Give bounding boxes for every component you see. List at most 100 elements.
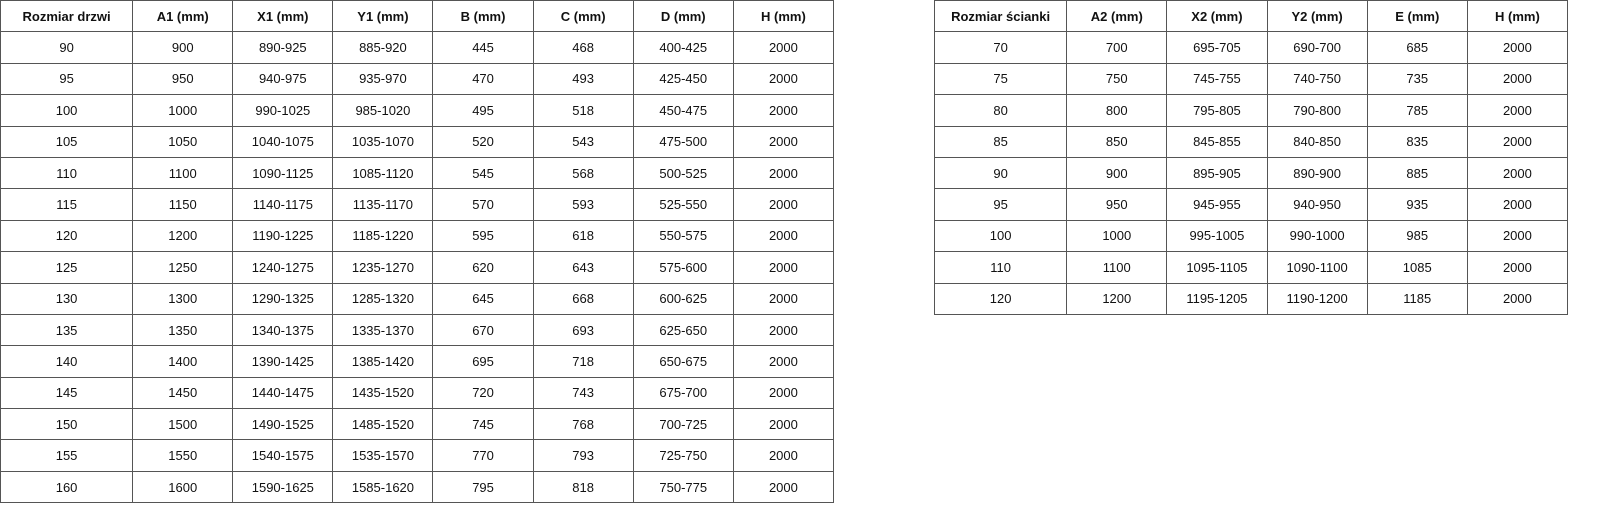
table-cell: 1235-1270	[332, 251, 434, 284]
table-cell: 1490-1525	[232, 408, 334, 441]
column-header: A1 (mm)	[132, 0, 234, 33]
table-cell: 160	[0, 470, 134, 504]
table-cell: 135	[0, 313, 134, 347]
table-cell: 990-1000	[1266, 219, 1368, 253]
wall-size-table: Rozmiar ścianki A2 (mm) X2 (mm) Y2 (mm) E (m…	[933, 0, 1569, 315]
table-cell: 475-500	[632, 125, 734, 158]
table-cell: 1140-1175	[232, 188, 334, 221]
table-row: 70 700 695-705 690-700 685 2000	[933, 31, 1569, 64]
table-row: 140 1400 1390-1425 1385-1420 695 718 650-675 20…	[0, 345, 835, 378]
table-cell: 120	[933, 282, 1068, 315]
column-header: X1 (mm)	[232, 0, 334, 33]
table-cell: 985-1020	[332, 94, 434, 127]
table-row: 105 1050 1040-1075 1035-1070 520 543 475-500 20…	[0, 125, 835, 158]
table-cell: 770	[432, 439, 534, 472]
table-cell: 1585-1620	[332, 470, 434, 504]
table-cell: 543	[532, 125, 634, 158]
table-row: 85 850 845-855 840-850 835 2000	[933, 125, 1569, 158]
table-cell: 1440-1475	[232, 376, 334, 410]
table-row: 135 1350 1340-1375 1335-1370 670 693 625-650 20…	[0, 313, 835, 347]
table-cell: 850	[1066, 125, 1168, 158]
table-row: 110 1100 1095-1105 1090-1100 1085 2000	[933, 251, 1569, 284]
table-cell: 740-750	[1266, 62, 1368, 96]
table-cell: 1135-1170	[332, 188, 434, 221]
table-cell: 643	[532, 251, 634, 284]
table-cell: 768	[532, 408, 634, 441]
table-cell: 845-855	[1166, 125, 1268, 158]
column-header: E (mm)	[1366, 0, 1468, 33]
table-cell: 2000	[732, 125, 835, 158]
table-cell: 818	[532, 470, 634, 504]
table-cell: 110	[0, 156, 134, 190]
table-cell: 1485-1520	[332, 408, 434, 441]
table-cell: 125	[0, 251, 134, 284]
table-cell: 2000	[732, 62, 835, 96]
table-cell: 743	[532, 376, 634, 410]
table-cell: 85	[933, 125, 1068, 158]
table-cell: 785	[1366, 94, 1468, 127]
column-header: Y1 (mm)	[332, 0, 434, 33]
table-cell: 2000	[1466, 31, 1569, 64]
table-cell: 1400	[132, 345, 234, 378]
table-cell: 1540-1575	[232, 439, 334, 472]
table-cell: 890-900	[1266, 156, 1368, 190]
table-cell: 1450	[132, 376, 234, 410]
table-cell: 1100	[1066, 251, 1168, 284]
table-cell: 500-525	[632, 156, 734, 190]
table-cell: 750-775	[632, 470, 734, 504]
table-cell: 725-750	[632, 439, 734, 472]
table-cell: 650-675	[632, 345, 734, 378]
table-cell: 1185-1220	[332, 219, 434, 253]
table-cell: 795	[432, 470, 534, 504]
table-cell: 520	[432, 125, 534, 158]
table-row: 125 1250 1240-1275 1235-1270 620 643 575-600 20…	[0, 251, 835, 284]
table-cell: 525-550	[632, 188, 734, 221]
table-cell: 155	[0, 439, 134, 472]
table-cell: 1590-1625	[232, 470, 334, 504]
table-cell: 130	[0, 282, 134, 315]
table-cell: 793	[532, 439, 634, 472]
table-cell: 2000	[1466, 94, 1569, 127]
table-cell: 470	[432, 62, 534, 96]
table-cell: 2000	[1466, 62, 1569, 96]
table-cell: 1290-1325	[232, 282, 334, 315]
table-cell: 2000	[732, 31, 835, 64]
table-cell: 695	[432, 345, 534, 378]
table-cell: 90	[933, 156, 1068, 190]
table-cell: 495	[432, 94, 534, 127]
table-cell: 400-425	[632, 31, 734, 64]
table-cell: 885	[1366, 156, 1468, 190]
column-header: H (mm)	[1466, 0, 1569, 33]
table-cell: 685	[1366, 31, 1468, 64]
table-row: 95 950 945-955 940-950 935 2000	[933, 188, 1569, 221]
table-cell: 1350	[132, 313, 234, 347]
column-header: C (mm)	[532, 0, 634, 33]
table-cell: 750	[1066, 62, 1168, 96]
table-cell: 985	[1366, 219, 1468, 253]
table-cell: 105	[0, 125, 134, 158]
table-cell: 1340-1375	[232, 313, 334, 347]
table-row: 90 900 890-925 885-920 445 468 400-425 2000	[0, 31, 835, 64]
table-cell: 75	[933, 62, 1068, 96]
table-row: 100 1000 990-1025 985-1020 495 518 450-475 2000	[0, 94, 835, 127]
table-cell: 945-955	[1166, 188, 1268, 221]
table-cell: 1000	[132, 94, 234, 127]
table-cell: 2000	[732, 408, 835, 441]
table-cell: 620	[432, 251, 534, 284]
table-cell: 2000	[1466, 282, 1569, 315]
table-row: 120 1200 1195-1205 1190-1200 1185 2000	[933, 282, 1569, 315]
table-cell: 1390-1425	[232, 345, 334, 378]
table-cell: 1200	[1066, 282, 1168, 315]
table-cell: 695-705	[1166, 31, 1268, 64]
table-cell: 1100	[132, 156, 234, 190]
table-cell: 950	[132, 62, 234, 96]
table-row: 150 1500 1490-1525 1485-1520 745 768 700-725 20…	[0, 408, 835, 441]
table-cell: 795-805	[1166, 94, 1268, 127]
table-cell: 95	[933, 188, 1068, 221]
table-cell: 2000	[732, 188, 835, 221]
table-cell: 625-650	[632, 313, 734, 347]
table-cell: 2000	[1466, 125, 1569, 158]
table-cell: 2000	[1466, 219, 1569, 253]
table-cell: 90	[0, 31, 134, 64]
table-cell: 575-600	[632, 251, 734, 284]
